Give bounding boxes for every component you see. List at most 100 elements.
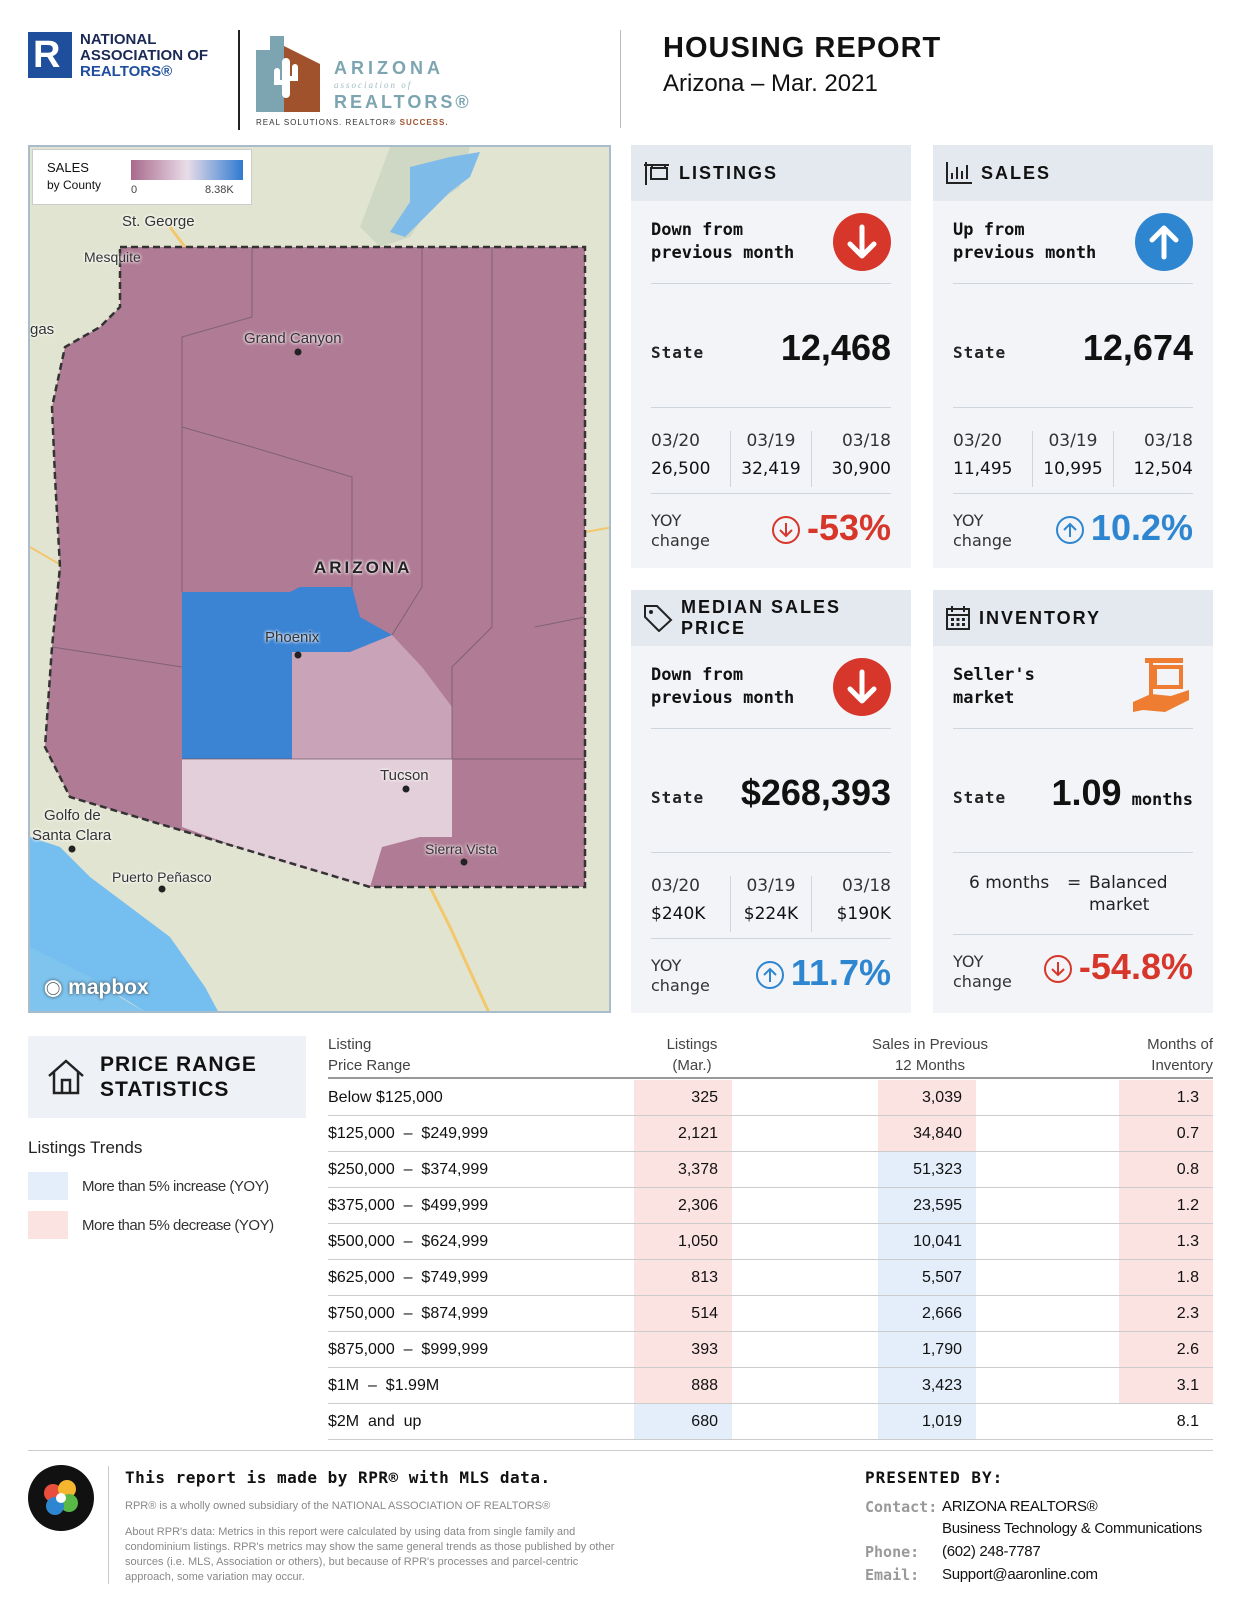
sales-state-label: State	[953, 343, 1007, 362]
arrow-down-icon	[833, 213, 891, 271]
sales-by-county-map[interactable]: SALES by County 0 8.38K St. George Mesqu…	[28, 145, 611, 1013]
sales-yoy-value: 10.2%	[1055, 507, 1193, 549]
median-price-yoy-label: YOY change	[651, 956, 710, 995]
arrow-down-icon	[833, 658, 891, 716]
presented-by: PRESENTED BY:	[865, 1468, 1004, 1487]
nar-logo: R NATIONAL ASSOCIATION OF REALTORS®	[28, 32, 208, 80]
median-price-state-value: $268,393	[740, 772, 891, 813]
phone-value[interactable]: (602) 248-7787	[942, 1543, 1041, 1560]
row-sales: 1,790	[878, 1332, 976, 1367]
map-canvas	[30, 147, 609, 1011]
aar-logo: ARIZONA association of REALTORS® REAL SO…	[256, 36, 469, 130]
inventory-state-label: State	[953, 788, 1007, 807]
report-subtitle: Arizona – Mar. 2021	[663, 70, 878, 97]
footer-about: About RPR's data: Metrics in this report…	[125, 1526, 615, 1583]
table-row: $750,000 – $874,999 514 2,666 2.3	[328, 1296, 1213, 1332]
row-listings: 2,121	[634, 1116, 732, 1151]
contact-label: Contact:	[865, 1498, 938, 1516]
row-inventory: 1.2	[1119, 1188, 1213, 1223]
aar-assoc: association of	[334, 80, 413, 90]
price-range-title: PRICE RANGE STATISTICS	[100, 1053, 257, 1101]
row-listings: 514	[634, 1296, 732, 1331]
nar-line1: NATIONAL	[80, 31, 157, 48]
sales-trend: Up from previous month	[953, 220, 1097, 263]
row-range: $2M and up	[328, 1413, 422, 1430]
inventory-yoy-label: YOY change	[953, 952, 1012, 991]
aar-realtors: REALTORS®	[334, 92, 472, 112]
col-head-inventory: Months of Inventory	[1147, 1036, 1213, 1074]
row-sales: 10,041	[878, 1224, 976, 1259]
row-inventory: 1.3	[1119, 1224, 1213, 1259]
arrow-down-circle-icon	[1043, 955, 1072, 984]
email-value[interactable]: Support@aaronline.com	[942, 1566, 1098, 1583]
row-listings: 813	[634, 1260, 732, 1295]
aar-name: ARIZONA	[334, 58, 444, 78]
inventory-trend: Seller's market	[953, 665, 1035, 708]
house-icon	[48, 1059, 84, 1095]
legend-gradient	[131, 160, 243, 180]
median-price-history: 03/20 $240K 03/19 $224K 03/18 $190K	[651, 876, 891, 932]
row-inventory: 0.7	[1119, 1116, 1213, 1151]
cactus-icon	[256, 36, 320, 112]
map-label-santa-clara: Santa Clara	[32, 827, 112, 844]
legend-increase: More than 5% increase (YOY)	[28, 1172, 269, 1200]
map-label-puerto-penasco: Puerto Peñasco	[112, 869, 212, 885]
house-sign-icon	[1131, 656, 1193, 721]
row-range: $375,000 – $499,999	[328, 1197, 489, 1214]
row-listings: 325	[634, 1080, 732, 1115]
table-row: $250,000 – $374,999 3,378 51,323 0.8	[328, 1152, 1213, 1188]
map-label-vegas: gas	[30, 321, 55, 338]
sign-post-icon	[644, 162, 669, 185]
row-inventory: 3.1	[1119, 1368, 1213, 1403]
row-sales: 34,840	[878, 1116, 976, 1151]
row-sales: 23,595	[878, 1188, 976, 1223]
map-label-mesquite: Mesquite	[84, 249, 141, 265]
table-row: $125,000 – $249,999 2,121 34,840 0.7	[328, 1116, 1213, 1152]
median-price-yoy-value: 11.7%	[755, 952, 891, 994]
contact-line2: Business Technology & Communications	[942, 1520, 1202, 1537]
mapbox-logo[interactable]: ◉ mapbox	[44, 976, 149, 999]
sales-state-value: 12,674	[1082, 327, 1193, 368]
calendar-icon	[946, 606, 970, 630]
row-sales: 3,423	[878, 1368, 976, 1403]
map-label-st-george: St. George	[122, 213, 195, 230]
footer-divider	[108, 1466, 109, 1584]
listings-card: LISTINGS Down from previous month State 1…	[631, 145, 911, 568]
email-label: Email:	[865, 1566, 920, 1584]
header-divider-2	[620, 30, 621, 128]
price-tag-icon	[644, 605, 673, 632]
legend-max: 8.38K	[205, 184, 234, 196]
row-sales: 5,507	[878, 1260, 976, 1295]
listings-state-label: State	[651, 343, 705, 362]
col-head-range: Listing Price Range	[328, 1036, 411, 1074]
sales-card: SALES Up from previous month State 12,674…	[933, 145, 1213, 568]
listings-yoy-label: YOY change	[651, 511, 710, 550]
row-listings: 888	[634, 1368, 732, 1403]
table-row: $1M – $1.99M 888 3,423 3.1	[328, 1368, 1213, 1404]
legend-title: SALES	[47, 160, 89, 175]
row-range: $875,000 – $999,999	[328, 1341, 489, 1358]
row-range: $500,000 – $624,999	[328, 1233, 489, 1250]
footer-made-by: This report is made by RPR® with MLS dat…	[125, 1468, 551, 1487]
row-listings: 680	[634, 1404, 732, 1439]
footer-rpr-note: RPR® is a wholly owned subsidiary of the…	[125, 1500, 551, 1512]
table-row: $375,000 – $499,999 2,306 23,595 1.2	[328, 1188, 1213, 1224]
map-label-phoenix: Phoenix	[265, 629, 320, 646]
row-inventory: 1.8	[1119, 1260, 1213, 1295]
table-row: $875,000 – $999,999 393 1,790 2.6	[328, 1332, 1213, 1368]
row-listings: 3,378	[634, 1152, 732, 1187]
map-legend: SALES by County 0 8.38K	[32, 149, 252, 205]
map-label-sierra-vista: Sierra Vista	[425, 841, 498, 857]
nar-line3: REALTORS®	[80, 63, 173, 80]
nar-r-icon: R	[28, 32, 72, 78]
price-range-header: PRICE RANGE STATISTICS	[28, 1036, 306, 1118]
inventory-title: INVENTORY	[979, 607, 1102, 628]
map-label-golfo: Golfo de	[44, 807, 101, 824]
row-inventory: 2.6	[1119, 1332, 1213, 1367]
row-range: $125,000 – $249,999	[328, 1125, 489, 1142]
arrow-down-circle-icon	[771, 516, 800, 545]
row-range: Below $125,000	[328, 1089, 443, 1106]
legend-subtitle: by County	[47, 178, 102, 192]
legend-decrease: More than 5% decrease (YOY)	[28, 1211, 274, 1239]
table-row: $625,000 – $749,999 813 5,507 1.8	[328, 1260, 1213, 1296]
